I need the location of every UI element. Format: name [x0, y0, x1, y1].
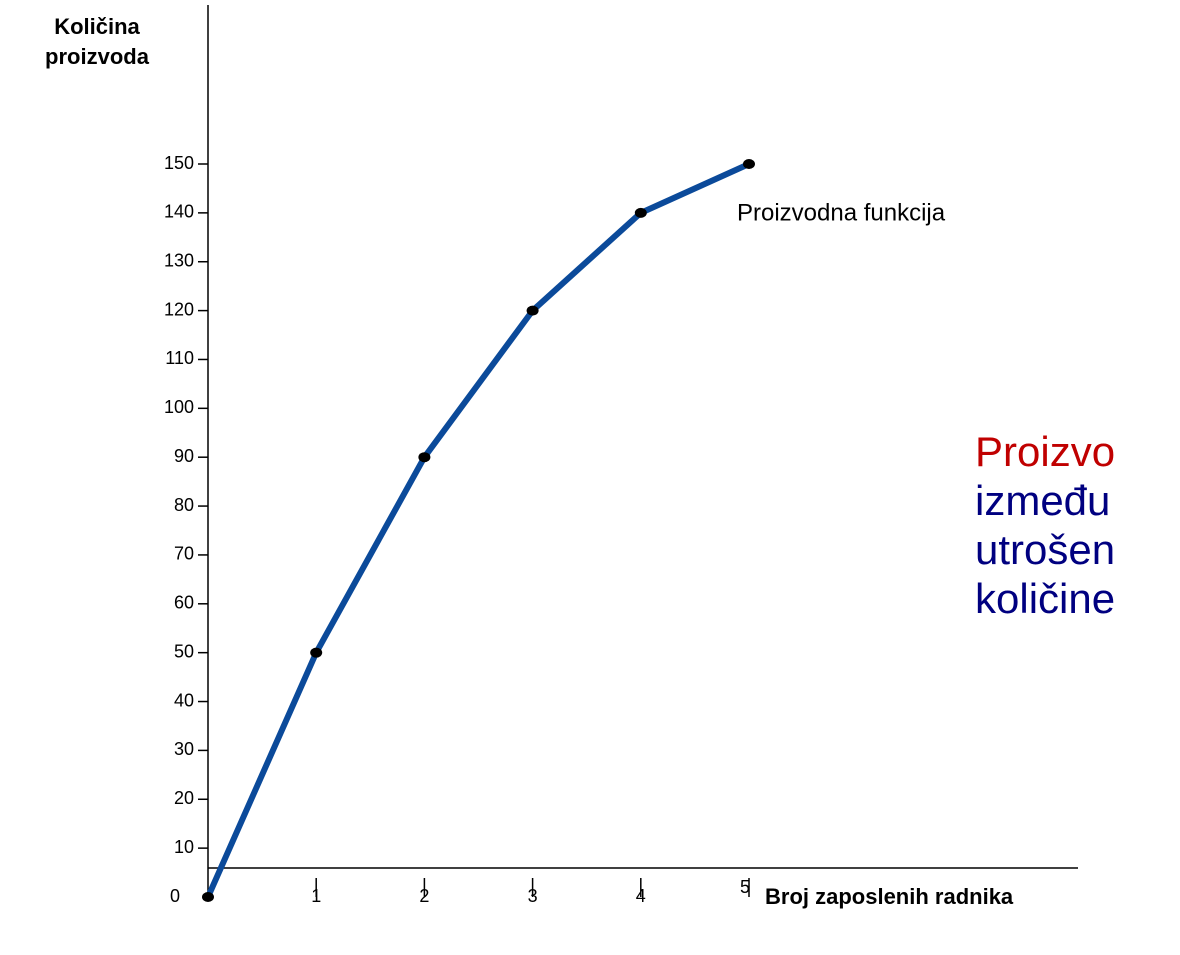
point — [743, 159, 755, 169]
y-tick-label: 100 — [164, 397, 194, 417]
y-tick-label: 140 — [164, 202, 194, 222]
y-tick-label: 60 — [174, 593, 194, 613]
y-axis-label: proizvoda — [45, 44, 150, 69]
x-tick-label: 4 — [636, 886, 646, 906]
line — [205, 161, 751, 899]
series-label: Proizvodna funkcija — [737, 199, 946, 226]
side-text: količine — [975, 575, 1115, 622]
side-text: Proizvo — [975, 428, 1115, 475]
y-tick-label: 30 — [174, 739, 194, 759]
y-tick-label: 150 — [164, 153, 194, 173]
y-tick-label: 90 — [174, 446, 194, 466]
side-text: između — [975, 477, 1110, 524]
point — [526, 305, 539, 316]
y-tick-label: 80 — [174, 495, 194, 515]
x-tick-label: 3 — [528, 886, 538, 906]
point — [310, 647, 323, 658]
point — [634, 207, 647, 218]
y-tick-label: 10 — [174, 837, 194, 857]
y-tick-label: 120 — [164, 299, 194, 319]
x-tick-label: 5 — [740, 877, 750, 897]
y-tick-label: 70 — [174, 544, 194, 564]
x-tick-label: 2 — [419, 886, 429, 906]
point — [418, 452, 431, 463]
y-axis-label: Količina — [54, 14, 140, 39]
y-tick-label: 110 — [165, 348, 194, 368]
y-tick-label: 20 — [174, 788, 194, 808]
x-axis-label: Broj zaposlenih radnika — [765, 884, 1014, 909]
y-tick-label: 50 — [174, 641, 194, 661]
y-tick-label: 130 — [164, 250, 194, 270]
y-tick-label: 40 — [174, 690, 194, 710]
x-tick-label: 1 — [311, 886, 321, 906]
point — [202, 892, 214, 902]
side-text: utrošen — [975, 526, 1115, 573]
x-tick-label: 0 — [170, 886, 180, 906]
